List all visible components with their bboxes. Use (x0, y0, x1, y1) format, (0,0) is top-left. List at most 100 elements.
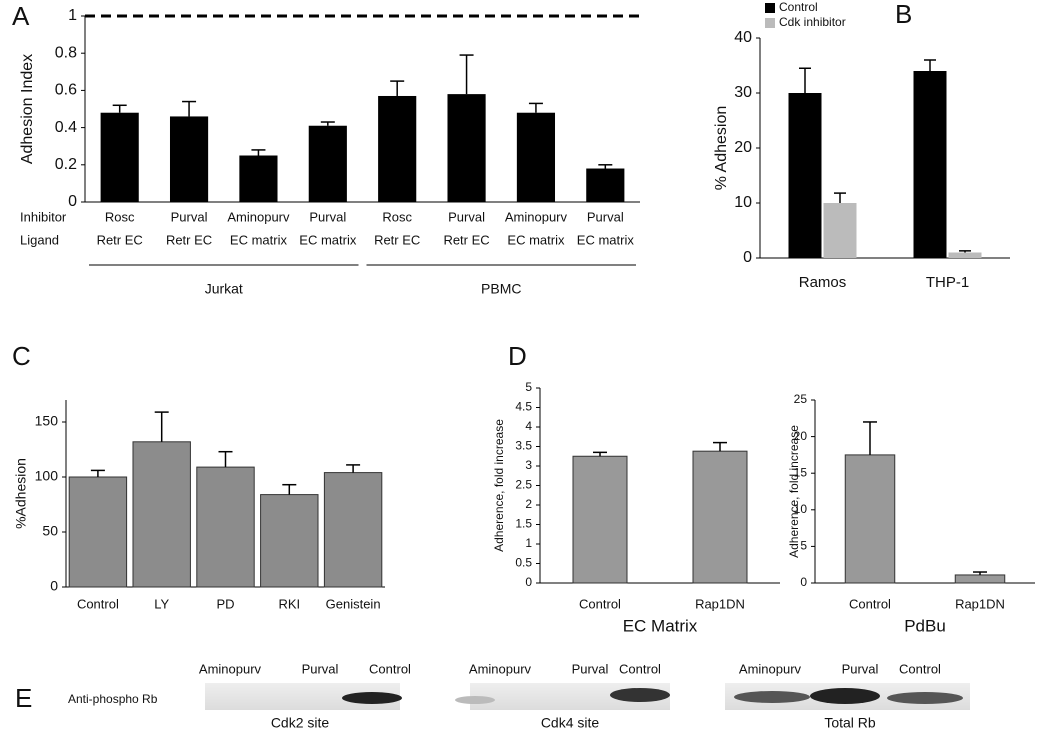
y-tick-label: 5 (800, 539, 807, 553)
y-tick-label: 150 (35, 413, 59, 429)
lane-label: Aminopurv (739, 661, 802, 676)
ligand-label: EC matrix (577, 232, 635, 247)
y-axis-label: %Adhesion (13, 458, 29, 529)
x-tick-label: Rap1DN (955, 596, 1005, 611)
blot-caption: Cdk2 site (271, 715, 330, 731)
bar (954, 574, 1006, 584)
bar (586, 168, 625, 202)
x-tick-label: Rosc (105, 209, 135, 224)
y-tick-label: 20 (794, 429, 808, 443)
bar (132, 441, 191, 588)
bar (844, 454, 896, 584)
panel-letter: C (12, 341, 31, 371)
row-label: Ligand (20, 232, 59, 247)
legend-label: Control (779, 0, 818, 14)
x-tick-label: Purval (448, 209, 485, 224)
y-axis-label: Adherence, fold increase (492, 419, 506, 552)
x-tick-label: Control (849, 596, 891, 611)
x-tick-label: RKI (278, 596, 300, 611)
y-axis-label: Adhesion Index (19, 54, 36, 164)
band (342, 692, 402, 704)
y-tick-label: 2.5 (515, 478, 532, 492)
band (810, 688, 880, 704)
group-label: Jurkat (205, 281, 243, 297)
y-tick-label: 0 (50, 578, 58, 594)
blot-caption: Cdk4 site (541, 715, 600, 731)
x-tick-label: Control (579, 596, 621, 611)
x-tick-label: Aminopurv (505, 209, 568, 224)
y-tick-label: 0 (743, 249, 752, 266)
bar (447, 94, 486, 202)
y-tick-label: 3 (525, 458, 532, 472)
panel-letter: D (508, 341, 527, 371)
ligand-label: Retr EC (166, 232, 212, 247)
legend-label: Cdk inhibitor (779, 15, 846, 29)
lane-label: Aminopurv (199, 661, 262, 676)
band (455, 696, 495, 704)
bar (308, 125, 347, 202)
ligand-label: Retr EC (97, 232, 143, 247)
x-tick-label: Rosc (382, 209, 412, 224)
bar (692, 450, 748, 584)
y-axis-label: Adherence, fold increase (787, 425, 801, 558)
y-tick-label: 1.5 (515, 517, 532, 531)
y-tick-label: 1 (68, 7, 77, 24)
y-tick-label: 0.5 (515, 556, 532, 570)
chart-title: EC Matrix (623, 616, 698, 635)
y-tick-label: 50 (42, 523, 58, 539)
bar (948, 252, 982, 258)
x-tick-label: THP-1 (926, 274, 969, 291)
bar (913, 71, 947, 258)
bar (323, 472, 383, 588)
x-tick-label: Purval (171, 209, 208, 224)
y-tick-label: 0.6 (55, 82, 77, 99)
bar (239, 155, 278, 202)
bar (68, 476, 128, 588)
x-tick-label: Ramos (799, 274, 847, 291)
row-label: Inhibitor (20, 209, 67, 224)
bar (100, 112, 139, 202)
x-tick-label: Control (77, 596, 119, 611)
y-tick-label: 0.2 (55, 156, 77, 173)
lane-label: Purval (302, 661, 339, 676)
ligand-label: Retr EC (443, 232, 489, 247)
x-tick-label: Genistein (326, 596, 381, 611)
panel-letter: E (15, 683, 32, 713)
panel-letter: B (895, 0, 912, 29)
lane-label: Purval (842, 661, 879, 676)
band (734, 691, 810, 703)
x-tick-label: Aminopurv (227, 209, 290, 224)
y-tick-label: 4.5 (515, 400, 532, 414)
ligand-label: EC matrix (507, 232, 565, 247)
y-tick-label: 30 (734, 84, 752, 101)
y-tick-label: 25 (794, 392, 808, 406)
y-tick-label: 3.5 (515, 439, 532, 453)
lane-label: Purval (572, 661, 609, 676)
band (610, 688, 670, 702)
y-tick-label: 4 (525, 419, 532, 433)
bar (572, 455, 628, 584)
x-tick-label: Rap1DN (695, 596, 745, 611)
y-tick-label: 0.8 (55, 44, 77, 61)
legend-swatch (765, 3, 775, 13)
bar (823, 203, 857, 258)
blot-images (205, 683, 970, 710)
bar (378, 95, 417, 202)
y-tick-label: 2 (525, 497, 532, 511)
y-axis-label: % Adhesion (713, 106, 730, 191)
ligand-label: EC matrix (299, 232, 357, 247)
y-tick-label: 40 (734, 29, 752, 46)
lane-label: Control (369, 661, 411, 676)
y-tick-label: 15 (794, 465, 808, 479)
ligand-label: EC matrix (230, 232, 288, 247)
y-tick-label: 0 (68, 193, 77, 210)
legend-swatch (765, 18, 775, 28)
y-tick-label: 1 (525, 536, 532, 550)
y-tick-label: 100 (35, 468, 59, 484)
y-tick-label: 0 (800, 575, 807, 589)
x-tick-label: Purval (309, 209, 346, 224)
y-tick-label: 10 (734, 194, 752, 211)
chart-title: PdBu (904, 616, 946, 635)
y-tick-label: 5 (525, 380, 532, 394)
